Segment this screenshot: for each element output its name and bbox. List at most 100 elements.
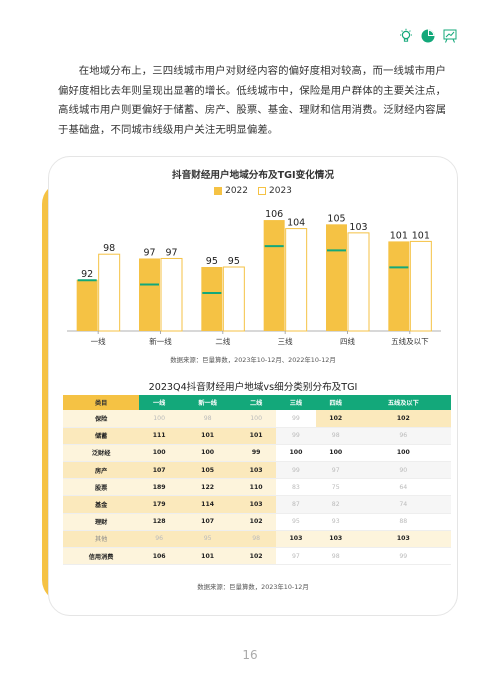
distribution-table: 类目 一线 新一线 二线 三线 四线 五线及以下 保险 100 98 100 9… — [63, 395, 451, 566]
table-cell: 102 — [355, 410, 451, 428]
bar-2023 — [222, 266, 245, 332]
x-tick-label: 新一线 — [149, 336, 172, 346]
table-source-note: 数据来源：巨量算数，2023年10-12月 — [197, 583, 309, 591]
table-cell: 103 — [236, 461, 277, 480]
header-icons — [398, 28, 458, 44]
column-header: 四线 — [315, 395, 356, 410]
chart-source-note: 数据来源：巨量算数，2023年10-12月、2022年10-12月 — [170, 356, 336, 364]
legend-label-2022: 2022 — [225, 186, 248, 196]
row-category: 理财 — [63, 513, 140, 531]
legend-swatch-2022 — [214, 187, 223, 195]
column-header: 二线 — [236, 395, 277, 410]
table-corner-header: 类目 — [63, 395, 140, 410]
row-category: 泛财经 — [63, 444, 140, 463]
data-label-2022: 92 — [81, 269, 93, 280]
table-cell: 103 — [315, 530, 356, 549]
chart-title: 抖音财经用户地域分布及TGI变化情况 — [172, 170, 334, 181]
page-number: 16 — [242, 648, 258, 662]
table-cell: 102 — [236, 547, 277, 566]
table-row: 房产 107 105 103 99 97 90 — [63, 461, 451, 480]
table-cell: 95 — [179, 530, 237, 549]
legend-item-2022: 2022 — [214, 186, 248, 196]
table-cell: 97 — [315, 461, 356, 480]
table-row: 其他 96 95 98 103 103 103 — [63, 530, 451, 549]
bar-2023 — [409, 240, 432, 332]
table-row: 基金 179 114 103 87 82 74 — [63, 495, 451, 514]
table-cell: 100 — [179, 444, 237, 463]
table-cell: 101 — [179, 547, 237, 566]
table-cell: 110 — [236, 478, 277, 497]
table-row: 泛财经 100 100 99 100 100 100 — [63, 444, 451, 463]
column-header: 三线 — [276, 395, 316, 410]
table-cell: 83 — [276, 478, 316, 497]
table-cell: 88 — [355, 513, 451, 531]
table-cell: 122 — [179, 478, 237, 497]
table-cell: 99 — [276, 461, 316, 480]
table-cell: 179 — [139, 495, 180, 514]
presentation-chart-icon — [443, 29, 457, 43]
table-cell: 99 — [276, 427, 316, 445]
data-label-2023: 104 — [287, 218, 305, 229]
table-cell: 100 — [276, 444, 316, 463]
table-row: 股票 189 122 110 83 75 64 — [63, 478, 451, 497]
table-row: 储蓄 111 101 101 99 98 96 — [63, 427, 451, 445]
bar-2022 — [326, 224, 347, 331]
table-cell: 64 — [355, 478, 451, 497]
table-cell: 99 — [276, 410, 316, 428]
table-cell: 96 — [355, 427, 451, 445]
chart-legend: 2022 2023 — [49, 186, 457, 196]
row-category: 储蓄 — [63, 427, 140, 445]
table-cell: 99 — [355, 547, 451, 566]
table-cell: 114 — [179, 495, 237, 514]
table-cell: 101 — [236, 427, 277, 445]
bar-2023 — [160, 257, 183, 332]
bar-chart: 92 98 一线 97 97 新一线 95 95 二线 106 104 三线 105 103 四线 101 10… — [67, 209, 441, 346]
data-card: 抖音财经用户地域分布及TGI变化情况 2022 2023 92 98 一线 97 97 新… — [48, 156, 458, 616]
table-cell: 102 — [315, 410, 356, 428]
table-cell: 111 — [139, 427, 180, 445]
intro-paragraph: 在地域分布上，三四线城市用户对财经内容的偏好度相对较高，而一线城市用户偏好度相比… — [58, 65, 447, 136]
table-title: 2023Q4抖音财经用户地域vs细分类别分布及TGI — [148, 382, 358, 393]
x-tick-label: 三线 — [278, 336, 293, 346]
legend-label-2023: 2023 — [269, 186, 292, 196]
table-cell: 101 — [179, 427, 237, 445]
row-category: 保险 — [63, 410, 140, 428]
column-header: 五线及以下 — [355, 395, 451, 410]
row-category: 基金 — [63, 495, 140, 514]
table-cell: 100 — [315, 444, 356, 463]
data-label-2022: 105 — [327, 213, 345, 224]
table-cell: 100 — [139, 410, 180, 428]
table-cell: 100 — [355, 444, 451, 463]
table-cell: 87 — [276, 495, 316, 514]
table-cell: 93 — [315, 513, 356, 531]
column-header: 一线 — [139, 395, 180, 410]
data-label-2022: 101 — [390, 230, 408, 241]
data-label-2023: 98 — [103, 243, 115, 254]
bar-2023 — [347, 232, 370, 332]
table-cell: 128 — [139, 513, 180, 531]
table-cell: 98 — [179, 410, 237, 428]
bar-2023 — [285, 228, 308, 332]
row-category: 房产 — [63, 461, 140, 480]
lightbulb-icon — [400, 28, 412, 42]
table-cell: 100 — [236, 410, 277, 428]
pie-chart-icon — [421, 29, 435, 43]
x-tick-label: 一线 — [91, 336, 106, 346]
bar-2022 — [388, 241, 410, 331]
table-cell: 82 — [315, 495, 356, 514]
table-cell: 95 — [276, 513, 316, 531]
table-cell: 75 — [315, 478, 356, 497]
data-label-2022: 97 — [143, 247, 155, 258]
data-label-2023: 97 — [165, 247, 177, 258]
table-cell: 96 — [139, 530, 180, 549]
column-header: 新一线 — [179, 395, 237, 410]
row-category: 信用消费 — [63, 547, 140, 566]
table-cell: 103 — [276, 530, 316, 549]
table-cell: 97 — [276, 547, 316, 566]
table-cell: 189 — [139, 478, 180, 497]
table-cell: 103 — [355, 530, 451, 549]
data-label-2023: 101 — [412, 230, 430, 241]
bar-2022 — [263, 220, 285, 331]
table-cell: 107 — [179, 513, 237, 531]
table-row: 保险 100 98 100 99 102 102 — [63, 410, 451, 428]
